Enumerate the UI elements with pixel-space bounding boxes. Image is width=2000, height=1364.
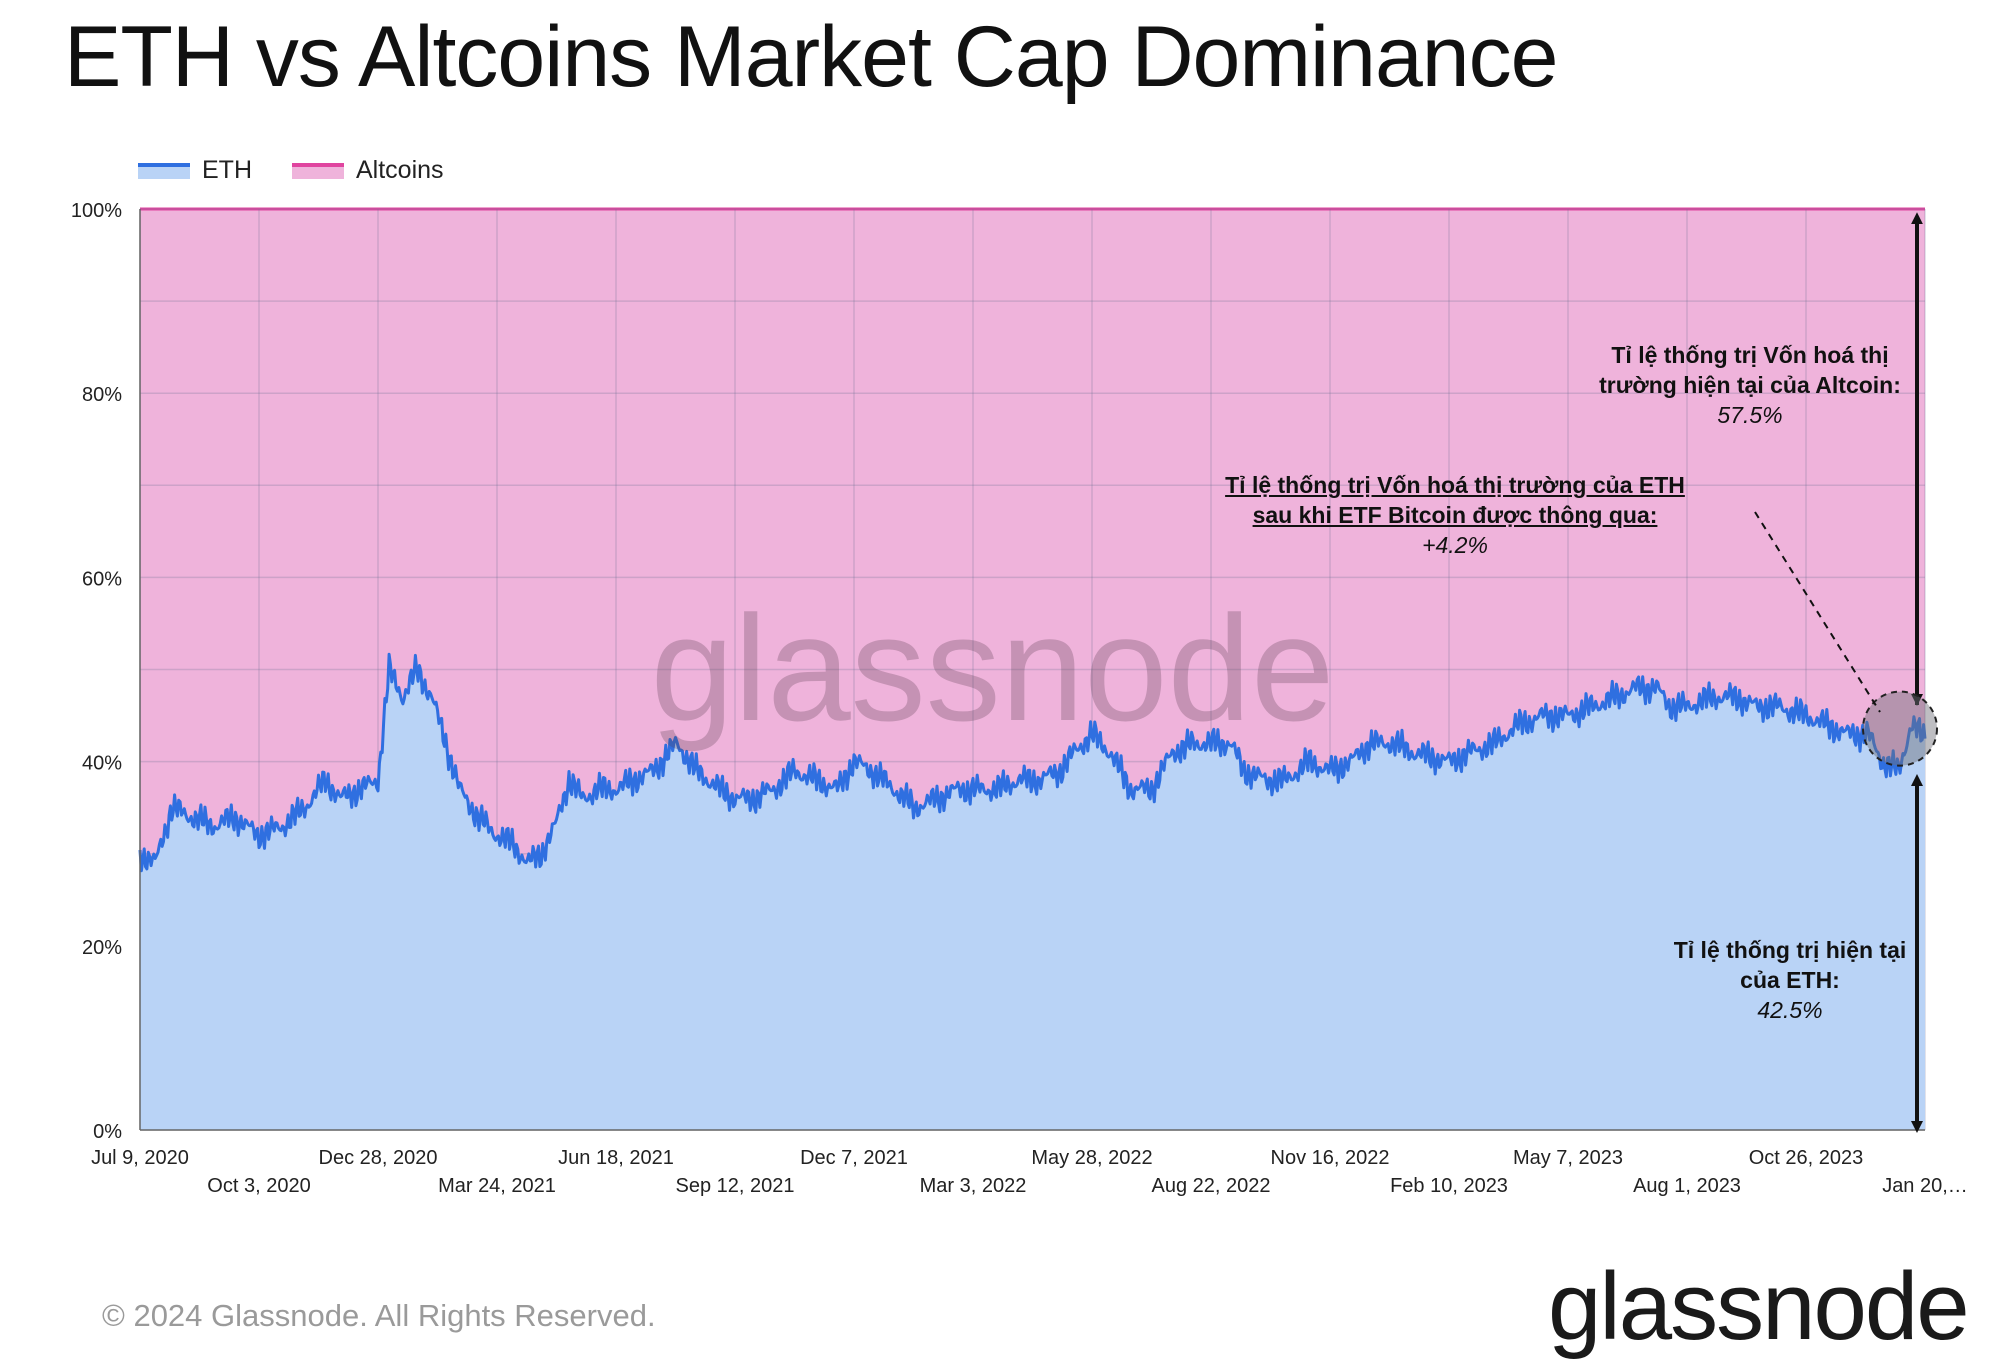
watermark: glassnode — [651, 584, 1335, 752]
legend-item-altcoins[interactable]: Altcoins — [292, 156, 444, 185]
annotation-etf-change: Tỉ lệ thống trị Vốn hoá thị trường của E… — [1205, 470, 1705, 560]
legend-swatch-eth — [138, 162, 190, 179]
x-tick-label: Jul 9, 2020 — [91, 1147, 189, 1169]
annotation-etf-value: +4.2% — [1422, 532, 1488, 558]
annotation-altcoin-line1: Tỉ lệ thống trị Vốn hoá thị — [1611, 342, 1889, 368]
annotation-altcoin-value: 57.5% — [1717, 402, 1783, 428]
x-tick-label: Jun 18, 2021 — [558, 1147, 674, 1169]
x-tick-label: Oct 26, 2023 — [1749, 1147, 1864, 1169]
x-tick-label: Nov 16, 2022 — [1271, 1147, 1390, 1169]
y-tick-label: 100% — [71, 200, 122, 222]
y-tick-label: 0% — [93, 1121, 122, 1143]
y-tick-label: 60% — [82, 568, 122, 590]
legend: ETH Altcoins — [138, 156, 484, 185]
eth-line — [138, 652, 1927, 873]
annotation-etf-line2: sau khi ETF Bitcoin được thông qua: — [1252, 502, 1658, 528]
legend-label-altcoins: Altcoins — [356, 156, 444, 184]
x-tick-label: Jan 20,… — [1882, 1175, 1968, 1197]
x-tick-label: Sep 12, 2021 — [676, 1175, 795, 1197]
annotation-eth-line2: của ETH: — [1740, 967, 1840, 993]
x-tick-label: Dec 28, 2020 — [319, 1147, 438, 1169]
x-tick-label: Mar 3, 2022 — [920, 1175, 1027, 1197]
x-tick-label: Aug 22, 2022 — [1152, 1175, 1271, 1197]
annotation-eth-dominance: Tỉ lệ thống trị hiện tại của ETH: 42.5% — [1620, 935, 1960, 1025]
annotation-altcoin-dominance: Tỉ lệ thống trị Vốn hoá thị trường hiện … — [1560, 340, 1940, 430]
legend-swatch-altcoins — [292, 162, 344, 179]
etf-connector-line — [1754, 511, 1881, 713]
x-tick-label: Mar 24, 2021 — [438, 1175, 556, 1197]
y-tick-label: 40% — [82, 753, 122, 775]
x-tick-label: Oct 3, 2020 — [207, 1175, 310, 1197]
annotation-eth-value: 42.5% — [1757, 997, 1823, 1023]
footer-copyright: © 2024 Glassnode. All Rights Reserved. — [102, 1298, 656, 1333]
x-tick-label: Feb 10, 2023 — [1390, 1175, 1508, 1197]
legend-label-eth: ETH — [202, 156, 252, 184]
x-tick-label: Aug 1, 2023 — [1633, 1175, 1741, 1197]
x-tick-label: May 7, 2023 — [1513, 1147, 1623, 1169]
glassnode-logo: glassnode — [1548, 1253, 1970, 1360]
annotation-altcoin-line2: trường hiện tại của Altcoin: — [1599, 372, 1901, 398]
annotation-etf-line1: Tỉ lệ thống trị Vốn hoá thị trường của E… — [1225, 472, 1685, 498]
legend-item-eth[interactable]: ETH — [138, 156, 252, 185]
annotation-eth-line1: Tỉ lệ thống trị hiện tại — [1673, 937, 1907, 963]
x-tick-label: Dec 7, 2021 — [800, 1147, 908, 1169]
eth-area — [140, 654, 1925, 1130]
etf-highlight-circle — [1862, 690, 1938, 767]
y-tick-label: 80% — [82, 384, 122, 406]
chart-title: ETH vs Altcoins Market Cap Dominance — [64, 9, 1558, 105]
x-tick-label: May 28, 2022 — [1031, 1147, 1152, 1169]
y-tick-label: 20% — [82, 937, 122, 959]
